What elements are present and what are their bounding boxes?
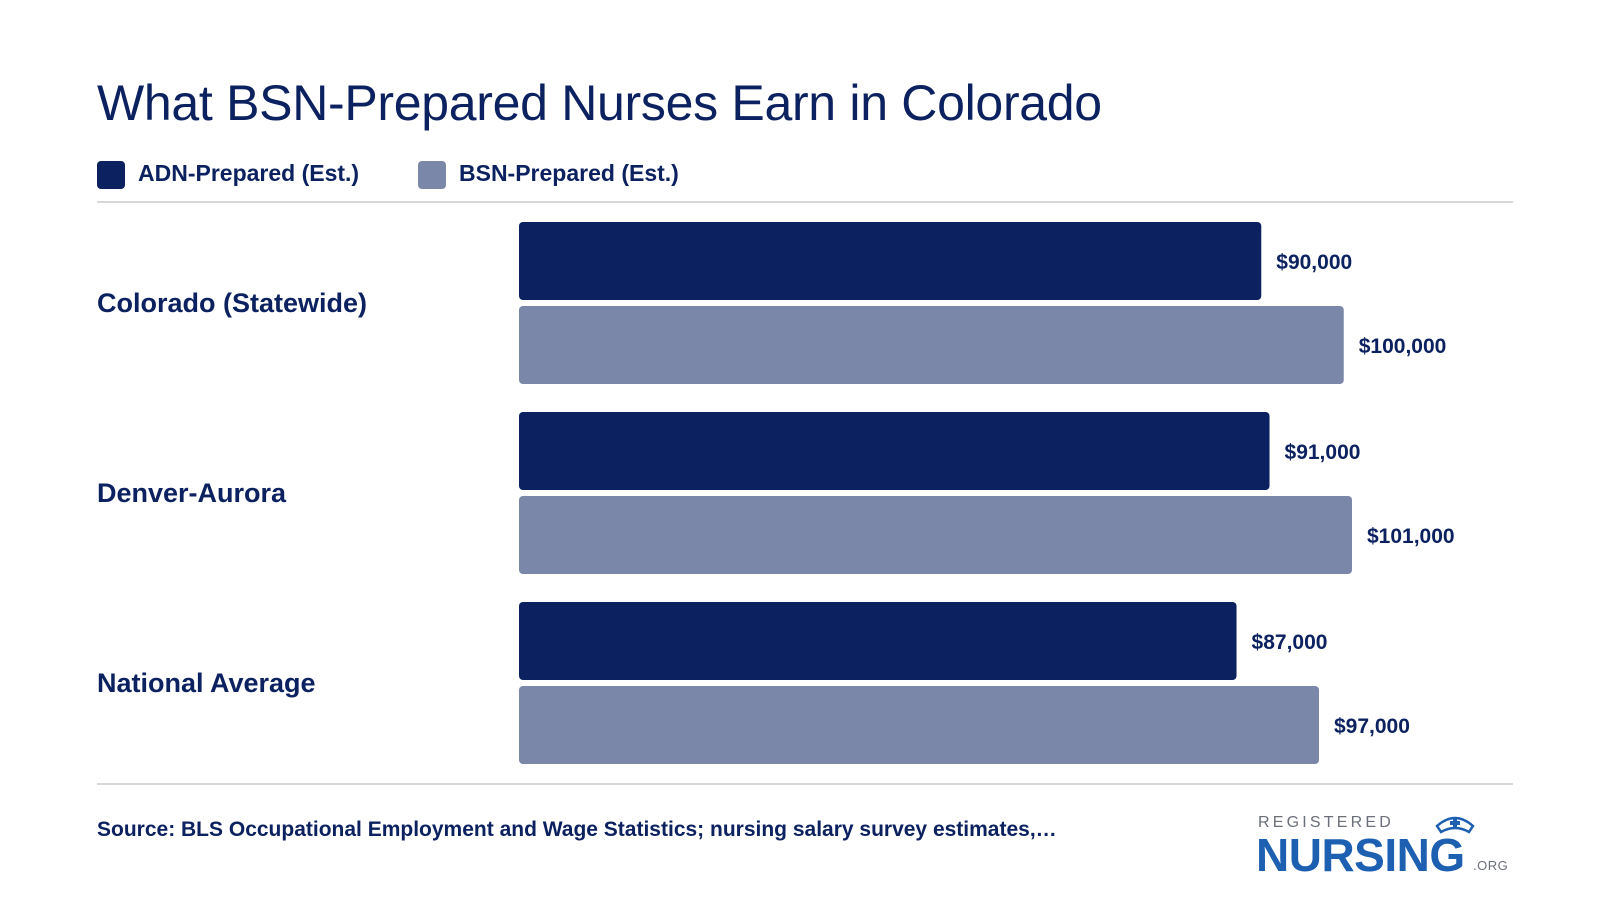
chart-title: What BSN-Prepared Nurses Earn in Colorad… [97, 75, 1102, 131]
source-note: Source: BLS Occupational Employment and … [97, 818, 1057, 841]
nurse-cap-icon [1435, 816, 1475, 834]
category-label: National Average [97, 668, 316, 698]
logo-suffix-text: .ORG [1473, 858, 1509, 873]
legend-label-bsn: BSN-Prepared (Est.) [459, 160, 679, 186]
bar-bsn [519, 686, 1320, 764]
bar-adn [519, 602, 1237, 680]
bar-value-label: $100,000 [1359, 335, 1447, 358]
legend-swatch-adn [97, 161, 125, 189]
bar-bsn [519, 496, 1352, 574]
registered-nursing-logo: REGISTERED NURSING .ORG [1256, 812, 1516, 884]
legend-label-adn: ADN-Prepared (Est.) [138, 160, 360, 186]
bar-value-label: $101,000 [1367, 525, 1455, 548]
top-divider [97, 201, 1513, 203]
logo-main-text: NURSING [1256, 829, 1465, 881]
bar-value-label: $90,000 [1276, 251, 1352, 274]
bottom-divider [97, 783, 1513, 785]
category-label: Denver-Aurora [97, 478, 287, 508]
logo-top-text: REGISTERED [1258, 814, 1395, 831]
bar-value-label: $91,000 [1285, 441, 1361, 464]
bar-bsn [519, 306, 1344, 384]
bar-adn [519, 412, 1270, 490]
category-label: Colorado (Statewide) [97, 288, 367, 318]
bar-adn [519, 222, 1262, 300]
legend-swatch-bsn [418, 161, 446, 189]
bar-value-label: $97,000 [1334, 715, 1410, 738]
bar-value-label: $87,000 [1252, 631, 1328, 654]
